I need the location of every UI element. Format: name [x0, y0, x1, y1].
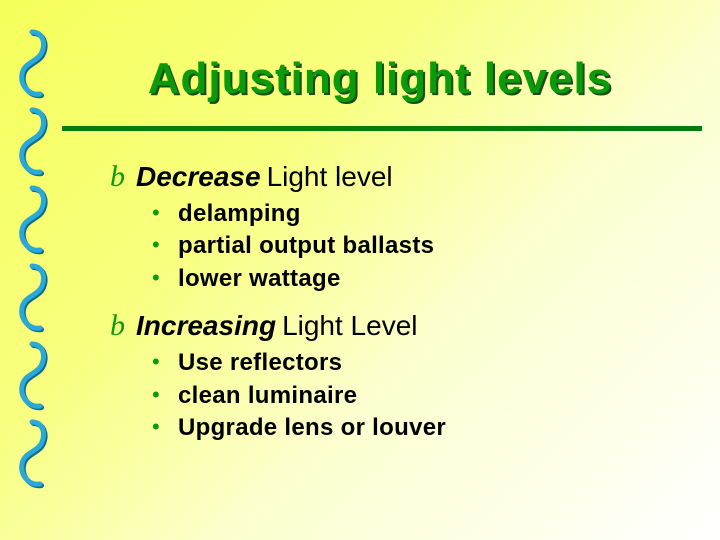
spiral-icon — [16, 106, 48, 178]
spiral-decoration — [16, 28, 48, 498]
spiral-icon — [16, 418, 48, 490]
sub-list: • Use reflectors • clean luminaire • Upg… — [152, 347, 670, 444]
list-item-text: partial output ballasts — [178, 230, 434, 262]
list-item: • lower wattage — [152, 263, 670, 295]
list-item: • Upgrade lens or louver — [152, 412, 670, 444]
list-item-text: Use reflectors — [178, 347, 342, 379]
heading-rest-text: Light Level — [282, 310, 417, 342]
spiral-icon — [16, 184, 48, 256]
spiral-icon — [16, 262, 48, 334]
heading-rest-text: Light level — [267, 161, 393, 193]
bullet-marker-icon: b — [110, 309, 136, 343]
list-item-text: Upgrade lens or louver — [178, 412, 446, 444]
list-item-text: delamping — [178, 198, 301, 230]
list-item: • Use reflectors — [152, 347, 670, 379]
section-heading: b Increasing Light Level — [110, 309, 670, 343]
section-heading: b Decrease Light level — [110, 160, 670, 194]
slide-content: b Decrease Light level • delamping • par… — [110, 160, 670, 458]
sub-list: • delamping • partial output ballasts • … — [152, 198, 670, 295]
spiral-icon — [16, 28, 48, 100]
title-underline — [62, 126, 702, 131]
bullet-dot-icon: • — [152, 198, 178, 228]
bullet-dot-icon: • — [152, 263, 178, 293]
bullet-dot-icon: • — [152, 380, 178, 410]
bullet-dot-icon: • — [152, 230, 178, 260]
bullet-dot-icon: • — [152, 347, 178, 377]
slide: Adjusting light levels b Decrease Light … — [0, 0, 720, 540]
list-item: • delamping — [152, 198, 670, 230]
list-item-text: clean luminaire — [178, 380, 357, 412]
heading-bold-text: Decrease — [136, 161, 261, 193]
list-item-text: lower wattage — [178, 263, 341, 295]
bullet-dot-icon: • — [152, 412, 178, 442]
slide-title: Adjusting light levels — [80, 54, 680, 104]
heading-bold-text: Increasing — [136, 310, 276, 342]
bullet-marker-icon: b — [110, 160, 136, 194]
list-item: • clean luminaire — [152, 380, 670, 412]
spiral-icon — [16, 340, 48, 412]
list-item: • partial output ballasts — [152, 230, 670, 262]
